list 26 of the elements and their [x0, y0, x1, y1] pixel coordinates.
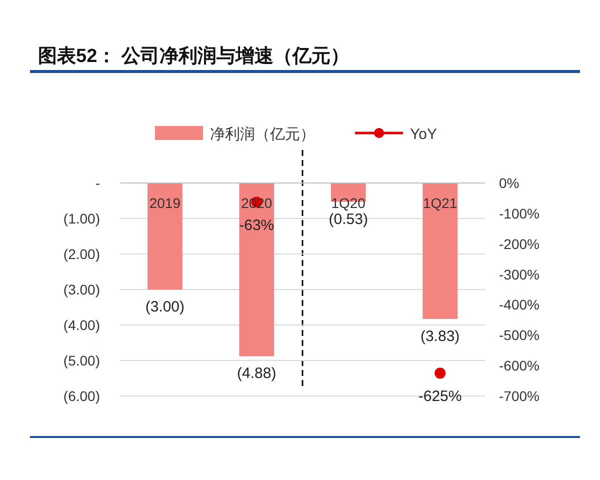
y-tick-label: -: [95, 175, 100, 191]
y2-tick-label: 0%: [499, 175, 520, 191]
y2-tick-label: -100%: [499, 205, 540, 222]
y2-tick-label: -400%: [499, 296, 540, 313]
y2-tick-label: -200%: [499, 236, 540, 252]
data-label: (4.88): [237, 365, 276, 382]
y2-tick-label: -700%: [499, 388, 540, 404]
legend-label: YoY: [410, 126, 437, 143]
x-tick-label: 2019: [149, 195, 181, 211]
data-label: (3.00): [145, 298, 185, 316]
data-label: (0.53): [328, 210, 368, 228]
y2-tick-label: -300%: [499, 266, 540, 282]
y-tick-label: (4.00): [63, 317, 100, 333]
y-tick-label: (2.00): [63, 246, 100, 262]
legend-label: 净利润（亿元）: [210, 126, 315, 143]
y-tick-label: (1.00): [63, 210, 100, 226]
x-tick-label: 1Q21: [422, 195, 458, 211]
y-tick-label: (6.00): [63, 388, 100, 404]
data-label: -63%: [239, 217, 274, 234]
y2-tick-label: -500%: [499, 327, 540, 344]
y2-tick-label: -600%: [499, 358, 540, 374]
y-tick-label: (5.00): [63, 352, 100, 368]
data-label: (3.83): [420, 328, 460, 345]
chart-title: 图表52： 公司净利润与增速（亿元）: [38, 45, 350, 67]
data-label: -625%: [418, 388, 462, 406]
y-tick-label: (3.00): [63, 282, 100, 298]
